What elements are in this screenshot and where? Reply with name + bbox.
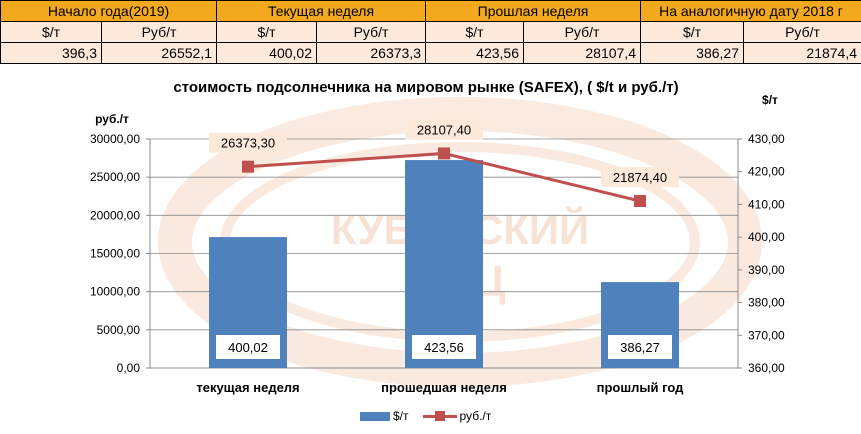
- right-axis-label: $/т: [762, 93, 778, 107]
- chart-title: стоимость подсолнечника на мировом рынке…: [173, 79, 678, 96]
- legend-item-rub: руб./т: [422, 409, 492, 423]
- right-tick-label: 420,00: [748, 165, 785, 179]
- header-year-start: Начало года(2019): [0, 0, 217, 22]
- left-tick-label: 15000,00: [90, 247, 140, 261]
- unit-cell: $/т: [0, 21, 102, 43]
- price-summary-table: Начало года(2019) Текущая неделя Прошлая…: [0, 0, 861, 64]
- left-tick-label: 25000,00: [90, 170, 140, 184]
- unit-cell: $/т: [640, 21, 744, 43]
- right-tick-label: 430,00: [748, 132, 785, 146]
- left-tick-labels: 0,00 5000,00 10000,00 15000,00 20000,00 25000…: [90, 132, 140, 375]
- bar-data-label: 423,56: [424, 340, 464, 355]
- right-tick-label: 410,00: [748, 197, 785, 211]
- line-series: [242, 147, 646, 208]
- value-cell: 396,3: [0, 42, 102, 64]
- right-tick-label: 400,00: [748, 230, 785, 244]
- line-point: [634, 195, 646, 208]
- unit-cell: Руб/т: [742, 21, 861, 43]
- category-label: прошедшая неделя: [381, 380, 507, 395]
- line-data-labels: 26373,30 28107,40 21874,40: [209, 119, 679, 188]
- value-cell: 26373,3: [316, 42, 426, 64]
- left-tick-label: 20000,00: [90, 208, 140, 222]
- line-data-label-box: [601, 167, 679, 188]
- legend-swatch-line: [422, 411, 457, 421]
- line-data-label-box: [405, 119, 483, 140]
- legend-item-usd: $/т: [360, 409, 409, 423]
- unit-cell: Руб/т: [523, 21, 641, 43]
- category-label: прошлый год: [597, 380, 685, 395]
- unit-cell: Руб/т: [316, 21, 426, 43]
- header-current-week: Текущая неделя: [216, 0, 426, 22]
- unit-cell: Руб/т: [101, 21, 217, 43]
- value-cell: 26552,1: [101, 42, 217, 64]
- line-data-label: 21874,40: [613, 170, 667, 185]
- left-tick-label: 0,00: [117, 361, 141, 375]
- value-cell: 21874,4: [742, 42, 861, 64]
- bar-data-label: 400,02: [228, 340, 268, 355]
- line-point: [242, 160, 254, 173]
- right-tick-label: 370,00: [748, 328, 785, 342]
- left-tick-label: 30000,00: [90, 132, 140, 146]
- legend-label-usd: $/т: [393, 409, 409, 423]
- left-axis-label: руб./т: [95, 112, 129, 126]
- bar: [405, 160, 483, 368]
- right-tick-label: 380,00: [748, 296, 785, 310]
- legend-label-rub: руб./т: [459, 409, 492, 423]
- legend: $/т руб./т: [360, 406, 505, 426]
- right-tick-label: 360,00: [748, 361, 785, 375]
- bar-data-label-box: [608, 335, 672, 359]
- line-data-label-box: [209, 132, 287, 153]
- chart-area: КУБАНСКИЙ ИКЦ стоимость подсолнечника на…: [0, 64, 861, 434]
- left-tick-label: 10000,00: [90, 285, 140, 299]
- category-labels: текущая неделя прошедшая неделя прошлый го…: [196, 380, 684, 395]
- value-cell: 386,27: [640, 42, 744, 64]
- bar-data-labels: 400,02 423,56 386,27: [216, 335, 672, 359]
- header-previous-week: Прошлая неделя: [425, 0, 641, 22]
- line-data-label: 28107,40: [417, 122, 471, 137]
- value-cell: 400,02: [216, 42, 317, 64]
- line-point: [438, 147, 450, 160]
- bar-data-label: 386,27: [620, 340, 660, 355]
- unit-cell: $/т: [425, 21, 524, 43]
- right-tick-labels: 360,00 370,00 380,00 390,00 400,00 410,00 420,…: [748, 132, 785, 375]
- category-label: текущая неделя: [196, 380, 299, 395]
- bar-data-label-box: [216, 335, 280, 359]
- left-tick-label: 5000,00: [97, 323, 141, 337]
- header-same-date-2018: На аналогичную дату 2018 г: [639, 0, 861, 22]
- unit-cell: $/т: [216, 21, 317, 43]
- sunflower-price-chart: КУБАНСКИЙ ИКЦ стоимость подсолнечника на…: [90, 79, 785, 395]
- legend-swatch-bar: [360, 411, 390, 421]
- value-cell: 28107,4: [523, 42, 641, 64]
- value-cell: 423,56: [425, 42, 524, 64]
- line-data-label: 26373,30: [221, 136, 275, 151]
- bar-data-label-box: [412, 335, 476, 359]
- right-tick-label: 390,00: [748, 263, 785, 277]
